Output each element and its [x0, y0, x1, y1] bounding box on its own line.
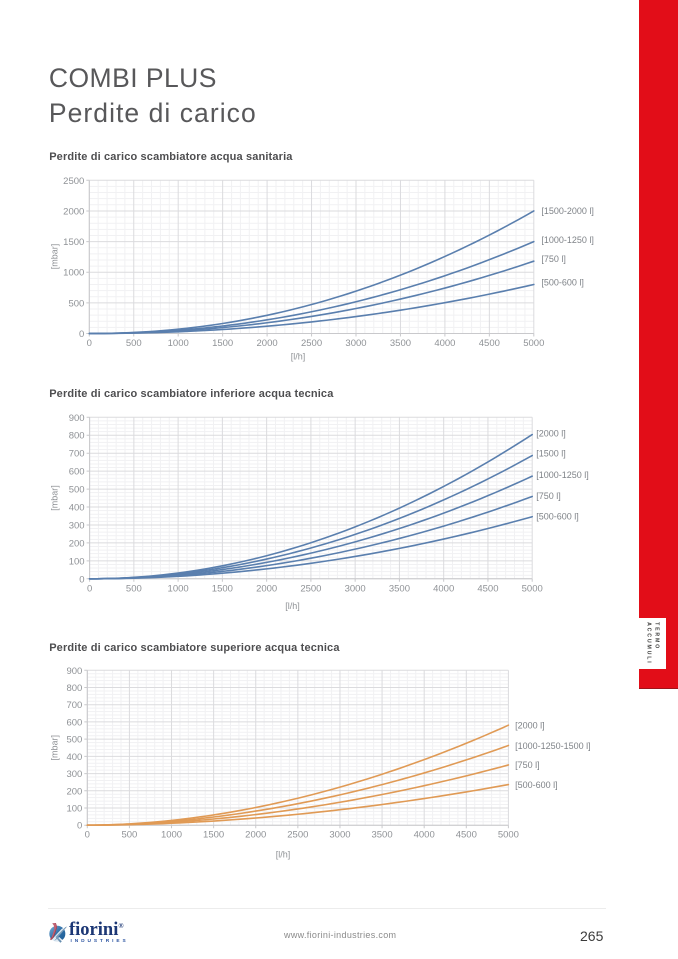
svg-text:400: 400: [66, 752, 82, 763]
svg-text:[500-600 l]: [500-600 l]: [536, 512, 579, 522]
svg-text:4500: 4500: [477, 584, 498, 595]
svg-text:2000: 2000: [63, 206, 84, 217]
svg-text:1000: 1000: [161, 829, 182, 840]
svg-text:500: 500: [69, 485, 85, 496]
svg-text:[1000-1250 l]: [1000-1250 l]: [536, 470, 589, 480]
svg-text:500: 500: [68, 298, 84, 309]
svg-text:[2000 l]: [2000 l]: [515, 720, 545, 730]
svg-text:[l/h]: [l/h]: [285, 601, 300, 611]
svg-text:[1500-2000 l]: [1500-2000 l]: [541, 206, 594, 216]
svg-text:600: 600: [66, 717, 82, 728]
svg-text:100: 100: [66, 803, 82, 814]
svg-text:[mbar]: [mbar]: [50, 735, 60, 761]
svg-text:200: 200: [69, 538, 85, 549]
svg-text:500: 500: [66, 735, 82, 746]
svg-text:3000: 3000: [345, 338, 366, 349]
svg-text:[l/h]: [l/h]: [291, 352, 306, 362]
svg-text:4000: 4000: [414, 829, 435, 840]
svg-text:1500: 1500: [63, 237, 84, 248]
svg-text:1000: 1000: [168, 338, 189, 349]
svg-text:[750 l]: [750 l]: [541, 254, 566, 264]
svg-text:900: 900: [69, 413, 85, 424]
svg-text:4000: 4000: [434, 338, 455, 349]
svg-text:1500: 1500: [212, 338, 233, 349]
svg-text:200: 200: [66, 786, 82, 797]
svg-text:1500: 1500: [212, 584, 233, 595]
svg-text:4000: 4000: [433, 584, 454, 595]
svg-text:500: 500: [126, 584, 142, 595]
svg-text:0: 0: [79, 574, 84, 585]
svg-text:2500: 2500: [63, 176, 84, 187]
svg-text:5000: 5000: [523, 338, 544, 349]
svg-text:2500: 2500: [301, 338, 322, 349]
svg-text:3500: 3500: [390, 338, 411, 349]
svg-text:700: 700: [66, 700, 82, 711]
svg-text:5000: 5000: [498, 829, 519, 840]
svg-text:[mbar]: [mbar]: [50, 244, 60, 270]
svg-text:[500-600 l]: [500-600 l]: [541, 278, 584, 288]
svg-text:2000: 2000: [256, 584, 277, 595]
svg-text:[1000-1250 l]: [1000-1250 l]: [541, 235, 594, 245]
svg-text:300: 300: [66, 769, 82, 780]
svg-text:500: 500: [121, 829, 137, 840]
svg-text:3000: 3000: [329, 829, 350, 840]
svg-text:3500: 3500: [389, 584, 410, 595]
svg-text:[1500 l]: [1500 l]: [536, 449, 566, 459]
svg-text:2500: 2500: [300, 584, 321, 595]
svg-text:1500: 1500: [203, 829, 224, 840]
svg-text:0: 0: [85, 829, 90, 840]
svg-text:2000: 2000: [257, 338, 278, 349]
svg-text:700: 700: [69, 449, 85, 460]
svg-text:0: 0: [87, 584, 92, 595]
svg-text:900: 900: [66, 666, 82, 677]
svg-text:600: 600: [69, 467, 85, 478]
svg-text:3500: 3500: [371, 829, 392, 840]
svg-text:[1000-1250-1500 l]: [1000-1250-1500 l]: [515, 741, 591, 751]
svg-text:[l/h]: [l/h]: [276, 850, 291, 860]
svg-text:3000: 3000: [345, 584, 366, 595]
svg-text:300: 300: [69, 520, 85, 531]
svg-text:[2000 l]: [2000 l]: [536, 429, 566, 439]
svg-text:[750 l]: [750 l]: [536, 491, 561, 501]
svg-text:800: 800: [66, 683, 82, 694]
svg-text:2500: 2500: [287, 829, 308, 840]
svg-text:4500: 4500: [479, 338, 500, 349]
svg-text:2000: 2000: [245, 829, 266, 840]
svg-text:5000: 5000: [522, 584, 543, 595]
svg-text:800: 800: [69, 431, 85, 442]
svg-text:[mbar]: [mbar]: [50, 485, 60, 511]
svg-text:0: 0: [79, 329, 84, 340]
svg-text:1000: 1000: [168, 584, 189, 595]
svg-text:1000: 1000: [63, 268, 84, 279]
svg-text:400: 400: [69, 503, 85, 514]
svg-text:4500: 4500: [456, 829, 477, 840]
svg-text:[750 l]: [750 l]: [515, 760, 540, 770]
svg-text:[500-600 l]: [500-600 l]: [515, 780, 558, 790]
svg-text:100: 100: [69, 556, 85, 567]
svg-text:500: 500: [126, 338, 142, 349]
svg-text:0: 0: [87, 338, 92, 349]
svg-text:0: 0: [77, 821, 82, 832]
